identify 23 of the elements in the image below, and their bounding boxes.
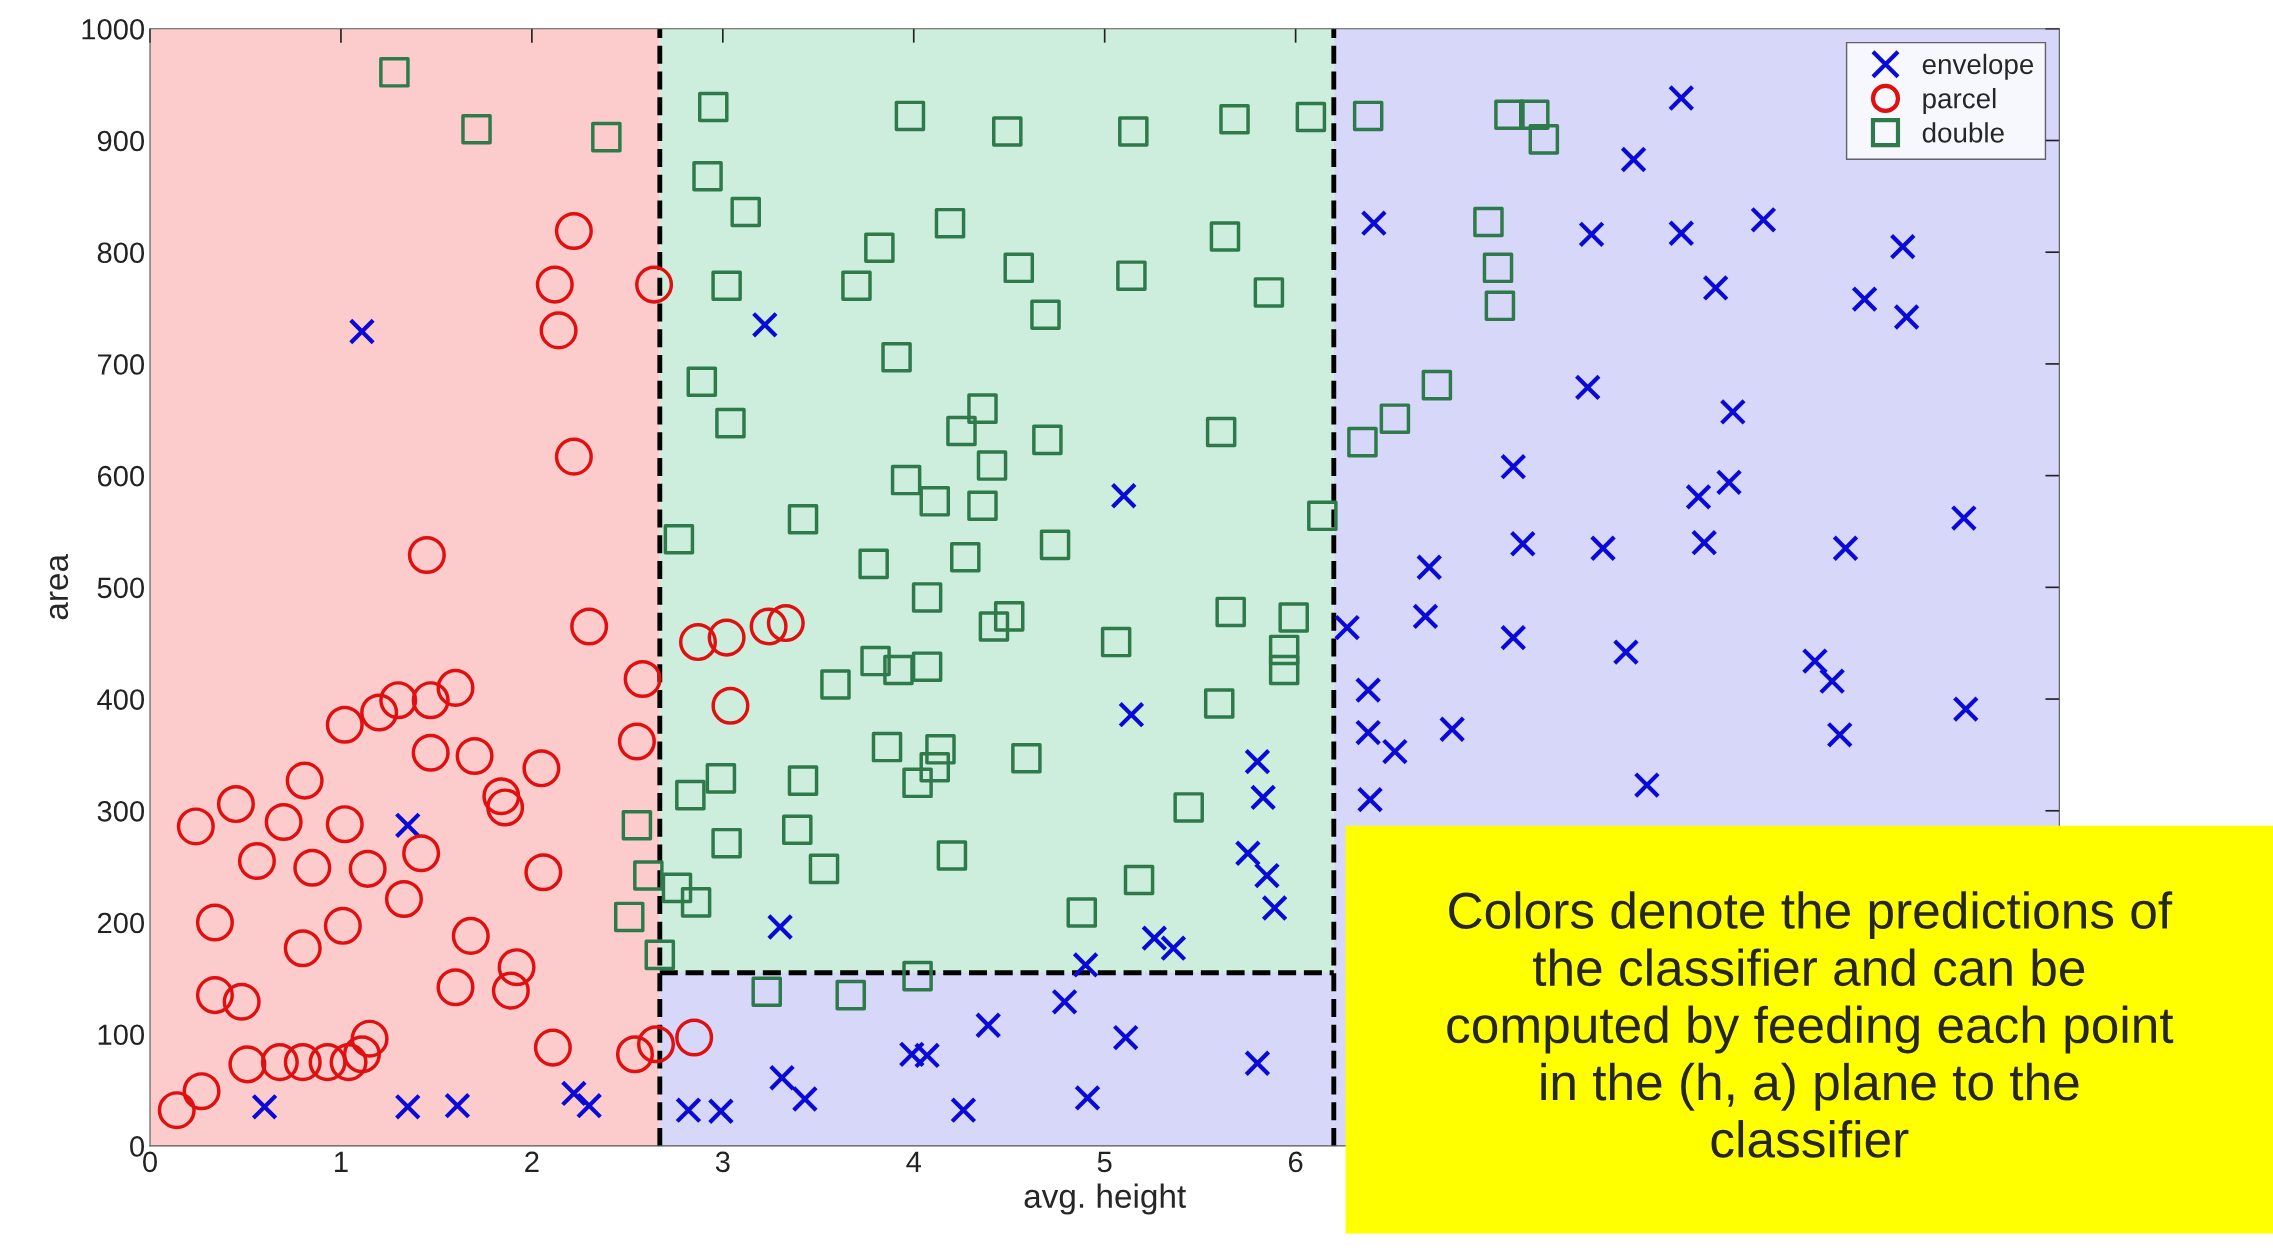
x-axis-title: avg. height <box>1024 1183 1186 1215</box>
legend-label: envelope <box>1922 53 2034 80</box>
x-tick-label: 6 <box>1288 1151 1303 1173</box>
x-tick-label: 5 <box>1097 1151 1112 1173</box>
y-tick-label: 200 <box>97 912 145 934</box>
y-tick-label: 500 <box>97 577 145 599</box>
x-tick-label: 4 <box>906 1151 921 1172</box>
y-tick-label: 100 <box>98 1024 145 1046</box>
y-tick-label: 300 <box>97 800 145 822</box>
y-tick-label: 0 <box>130 1136 145 1157</box>
y-tick-label: 1000 <box>82 18 145 40</box>
y-tick-label: 600 <box>97 465 145 487</box>
y-axis-title: area <box>49 553 69 620</box>
x-tick-label: 2 <box>525 1151 539 1172</box>
y-tick-label: 900 <box>97 130 145 152</box>
legend-label: double <box>1922 122 2004 143</box>
x-tick-label: 1 <box>335 1151 348 1172</box>
y-tick-label: 800 <box>97 242 145 264</box>
x-tick-label: 3 <box>715 1151 730 1173</box>
annotation: Colors denote the predictions of the classifier and can be computed by feeding each point in the (h, a) plane to the classifier <box>1447 891 2174 1158</box>
y-tick-label: 400 <box>97 689 145 710</box>
y-tick-label: 700 <box>97 354 145 375</box>
legend-label: parcel <box>1923 88 1996 114</box>
